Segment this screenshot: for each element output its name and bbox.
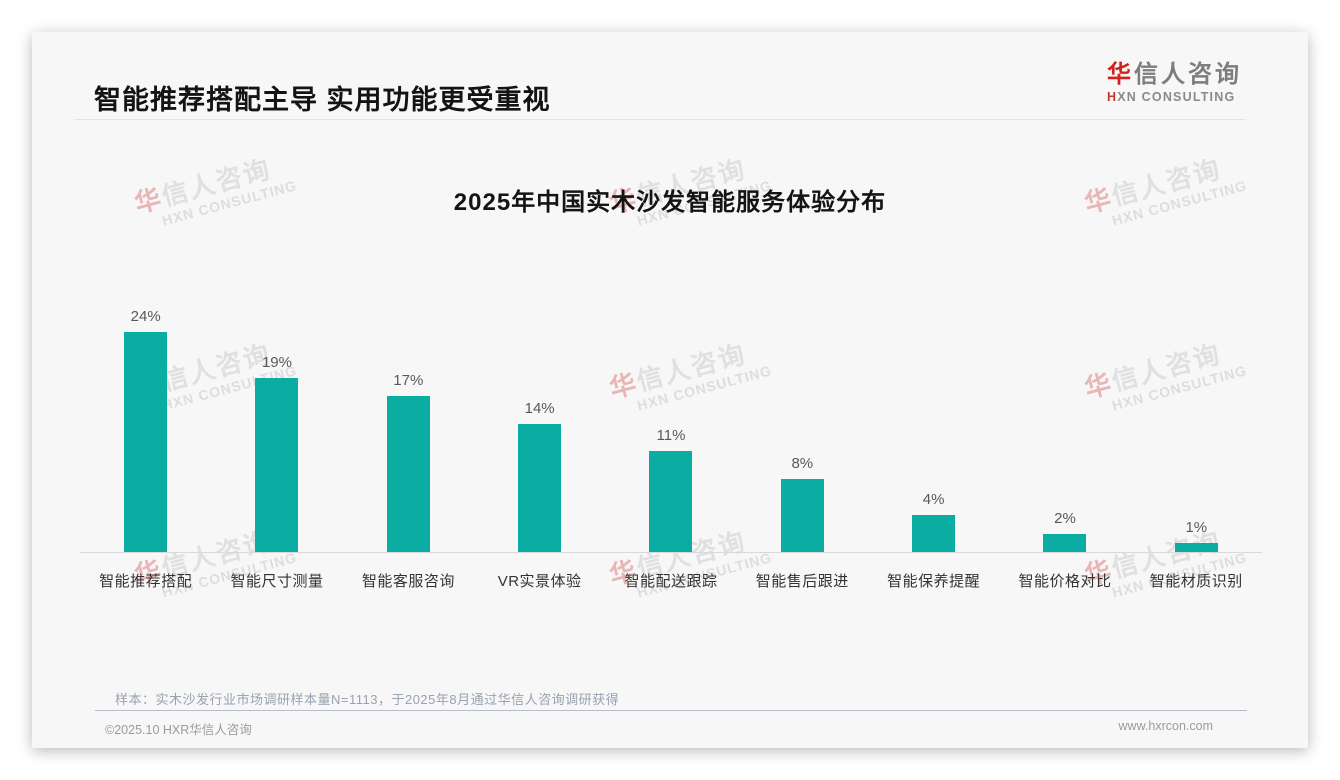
bar-value-label: 4% bbox=[922, 491, 945, 508]
bar-value-label: 11% bbox=[656, 427, 686, 444]
bar bbox=[518, 424, 562, 552]
bar-value-label: 8% bbox=[791, 455, 814, 472]
bar-value-label: 1% bbox=[1185, 519, 1208, 536]
category-label: VR实景体验 bbox=[497, 573, 582, 590]
bar bbox=[780, 479, 824, 552]
chart-title: 2025年中国实木沙发智能服务体验分布 bbox=[453, 189, 887, 216]
category-axis: 智能推荐搭配 智能尺寸测量 智能客服咨询 VR实景体验 智能配送跟踪 智能售后跟进 智能保养… bbox=[80, 554, 1262, 591]
bar bbox=[649, 451, 693, 552]
bar-group: 1% bbox=[1131, 308, 1262, 552]
bar-group: 17% bbox=[343, 308, 474, 552]
bar-group: 19% bbox=[211, 308, 342, 552]
category-label: 智能配送跟踪 bbox=[624, 573, 718, 590]
bar-value-label: 17% bbox=[393, 372, 424, 389]
bar-group: 14% bbox=[474, 308, 605, 552]
footer-website: www.hxrcon.com bbox=[1118, 719, 1213, 733]
brand-logo-en-rest: XN CONSULTING bbox=[1117, 90, 1236, 104]
bar-value-label: 19% bbox=[261, 354, 292, 371]
bar-chart-columns: 24% 19% 17% 14% 11% 8% 4% 2% 1% bbox=[80, 308, 1262, 552]
brand-logo-en: HXN CONSULTING bbox=[1107, 90, 1242, 104]
bar-chart-plot: 24% 19% 17% 14% 11% 8% 4% 2% 1% bbox=[80, 308, 1262, 553]
category-label: 智能保养提醒 bbox=[887, 573, 981, 590]
report-card: 华信人咨询 HXN CONSULTING 华信人咨询 HXN CONSULTING 华信… bbox=[32, 32, 1308, 748]
bar bbox=[1174, 543, 1218, 552]
header-divider bbox=[75, 119, 1245, 120]
brand-logo-en-accent: H bbox=[1107, 90, 1118, 104]
bar-value-label: 2% bbox=[1054, 510, 1076, 527]
brand-logo-cn-accent: 华 bbox=[1107, 61, 1134, 88]
bar bbox=[124, 332, 168, 552]
footer-copyright: ©2025.10 HXR华信人咨询 bbox=[105, 723, 252, 737]
category-label: 智能价格对比 bbox=[1018, 573, 1112, 590]
bar-group: 4% bbox=[868, 308, 999, 552]
brand-logo: 华信人咨询 HXN CONSULTING bbox=[1107, 54, 1242, 104]
bar-group: 11% bbox=[605, 308, 736, 552]
brand-logo-cn-rest: 信人咨询 bbox=[1134, 61, 1242, 88]
footer-divider bbox=[95, 710, 1247, 711]
brand-logo-cn: 华信人咨询 bbox=[1107, 54, 1242, 89]
bar bbox=[386, 396, 430, 552]
category-label: 智能售后跟进 bbox=[755, 573, 849, 590]
category-label: 智能材质识别 bbox=[1149, 573, 1243, 590]
bar-group: 8% bbox=[737, 308, 868, 552]
bar bbox=[255, 378, 299, 552]
sample-footnote: 样本：实木沙发行业市场调研样本量N=1113，于2025年8月通过华信人咨询调研… bbox=[115, 692, 620, 707]
page-title: 智能推荐搭配主导 实用功能更受重视 bbox=[94, 85, 551, 115]
category-label: 智能推荐搭配 bbox=[99, 573, 193, 590]
bar-group: 2% bbox=[999, 308, 1130, 552]
bar-value-label: 14% bbox=[524, 400, 555, 417]
bar-value-label: 24% bbox=[130, 308, 161, 325]
category-label: 智能客服咨询 bbox=[361, 573, 455, 590]
bar bbox=[912, 515, 956, 552]
category-label: 智能尺寸测量 bbox=[230, 573, 324, 590]
bar bbox=[1043, 534, 1087, 552]
bar-group: 24% bbox=[80, 308, 211, 552]
